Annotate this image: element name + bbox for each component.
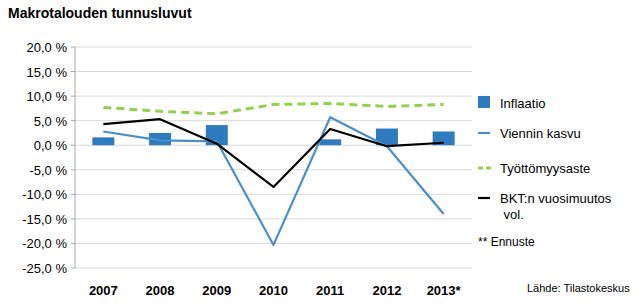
y-tick [71, 96, 75, 97]
line-series [103, 103, 443, 113]
grid-line [75, 71, 472, 72]
grid-line [75, 194, 472, 195]
annotation: ** Ennuste [478, 235, 535, 249]
grid-line [75, 169, 472, 170]
line-series [103, 117, 443, 245]
y-tick [71, 218, 75, 219]
chart-container: Makrotalouden tunnusluvut -25,0 % -20,0 % -… [0, 0, 640, 308]
y-tick [71, 120, 75, 121]
y-tick [71, 47, 75, 48]
x-tick-label: 2007 [89, 283, 118, 298]
bar [319, 139, 341, 145]
x-tick-label: 2012 [372, 283, 401, 298]
grid-line [75, 268, 472, 269]
y-tick-label: 10,0 % [27, 89, 68, 104]
plot-area [92, 103, 454, 244]
y-tick [71, 169, 75, 170]
y-tick-label: -10,0 % [22, 187, 67, 202]
annotation: Lähde: Tilastokeskus [527, 282, 630, 294]
grid [71, 47, 472, 268]
chart-svg: Makrotalouden tunnusluvut -25,0 % -20,0 % -… [0, 0, 640, 308]
legend-label: Inflaatio [500, 96, 546, 111]
bar [263, 145, 285, 146]
y-tick-label: -25,0 % [22, 261, 67, 276]
y-tick [71, 194, 75, 195]
x-tick-label: 2010 [259, 283, 288, 298]
legend-swatch [478, 96, 490, 108]
legend-label: Viennin kasvu [500, 126, 581, 141]
y-tick-label: 20,0 % [27, 40, 68, 55]
y-axis-line [75, 47, 76, 268]
y-tick-label: 0,0 % [34, 138, 68, 153]
legend-label: Työttömyysaste [500, 161, 590, 176]
bar [92, 137, 114, 145]
x-tick-label: 2011 [316, 283, 344, 298]
x-tick-label: 2009 [202, 283, 231, 298]
grid-line [75, 96, 472, 97]
y-tick [71, 145, 75, 146]
grid-line [75, 218, 472, 219]
y-tick-label: 15,0 % [27, 65, 68, 80]
x-tick-label: 2008 [146, 283, 175, 298]
y-tick [71, 268, 75, 269]
grid-line [75, 47, 472, 48]
legend-swatch [478, 197, 490, 199]
legend-label: BKT:n vuosimuutos vol. [500, 191, 612, 222]
x-tick-label: 2013* [427, 283, 462, 298]
y-tick-label: -15,0 % [22, 212, 67, 227]
y-tick-label: 5,0 % [34, 114, 68, 129]
y-tick-label: -20,0 % [22, 236, 67, 251]
legend-swatch [478, 167, 492, 170]
legend: Inflaatio Viennin kasvu Työttömyysaste BKT:… [478, 96, 612, 222]
y-tick-label: -5,0 % [29, 163, 67, 178]
line-series [103, 119, 443, 187]
legend-swatch [478, 132, 490, 134]
y-tick [71, 71, 75, 72]
y-tick [71, 243, 75, 244]
chart-title: Makrotalouden tunnusluvut [8, 5, 192, 21]
